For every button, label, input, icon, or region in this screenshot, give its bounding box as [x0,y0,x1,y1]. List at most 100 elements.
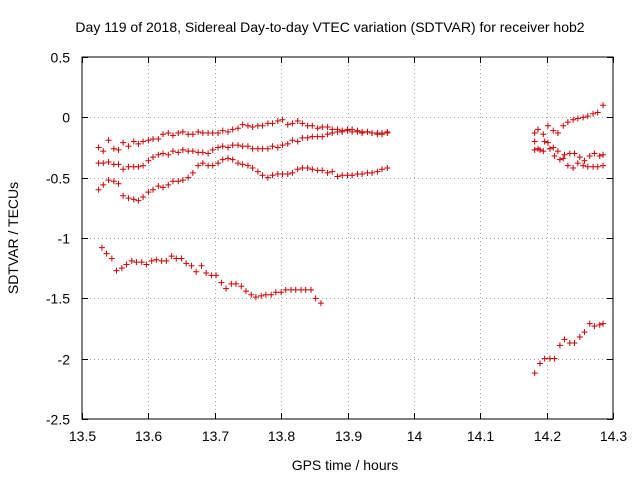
data-point [349,172,356,179]
data-point [584,163,591,170]
data-point [294,166,301,173]
data-point [554,130,561,137]
series-d [98,244,324,307]
data-point [239,143,246,150]
data-point [540,131,547,138]
data-point [123,261,130,268]
data-point [98,244,105,251]
data-point [150,154,157,161]
data-point [268,291,275,298]
data-point [179,146,186,153]
data-point [560,122,567,129]
data-point [289,137,296,144]
data-point [269,143,276,150]
data-point [159,184,166,191]
data-point [282,286,289,293]
data-point [239,121,246,128]
data-point [249,145,256,152]
y-tick-label: 0 [62,110,70,126]
data-point [576,333,583,340]
data-point [248,291,255,298]
data-point [284,121,291,128]
data-point [581,329,588,336]
data-point [299,134,306,141]
data-point [130,196,137,203]
data-point [309,133,316,140]
data-point [175,149,182,156]
data-point [244,143,251,150]
series-b [95,126,391,173]
data-point [234,160,241,167]
data-point [272,289,279,296]
data-point [594,109,601,116]
y-tick-label: -0.5 [46,171,70,187]
data-point [128,257,135,264]
data-point [209,146,216,153]
data-point [581,157,588,164]
data-point [551,152,558,159]
data-point [199,149,206,156]
data-point [550,144,557,151]
data-point [264,145,271,152]
data-point [95,186,102,193]
data-point [580,162,587,169]
data-point [571,339,578,346]
y-tick-label: 0.5 [51,50,71,66]
data-point [534,126,541,133]
data-point [576,154,583,161]
data-point [339,127,346,134]
data-point [178,255,185,262]
data-point [110,145,117,152]
data-point [205,150,212,157]
data-point [125,163,132,170]
data-point [304,134,311,141]
data-point [584,113,591,120]
x-tick-label: 14.1 [467,428,494,444]
data-point [140,162,147,169]
data-point [179,128,186,135]
data-point [234,142,241,149]
data-point [195,162,202,169]
data-point [289,120,296,127]
data-point [550,127,557,134]
data-point [199,130,206,137]
data-point [544,139,551,146]
data-point [242,288,249,295]
data-point [591,323,598,330]
data-point [596,152,603,159]
data-point [155,151,162,158]
data-point [319,123,326,130]
data-point [145,189,152,196]
data-point [135,163,142,170]
data-point [125,195,132,202]
data-point [299,165,306,172]
data-point [279,116,286,123]
data-point [262,291,269,298]
data-point [564,119,571,126]
data-point [590,110,597,117]
data-point [294,138,301,145]
data-point [225,144,232,151]
data-point [229,142,236,149]
data-point [369,130,376,137]
data-point [580,114,587,121]
data-point [324,123,331,130]
data-point [561,151,568,158]
data-point [586,320,593,327]
series-h [531,320,607,377]
data-point [546,145,553,152]
data-point [198,262,205,269]
data-point [145,157,152,164]
data-point [130,138,137,145]
data-point [600,151,607,158]
data-point [264,174,271,181]
data-point [536,146,543,153]
data-point [334,128,341,135]
data-point [199,160,206,167]
data-point [189,131,196,138]
data-point [329,130,336,137]
data-point [229,126,236,133]
data-point [384,165,391,172]
data-point [304,165,311,172]
